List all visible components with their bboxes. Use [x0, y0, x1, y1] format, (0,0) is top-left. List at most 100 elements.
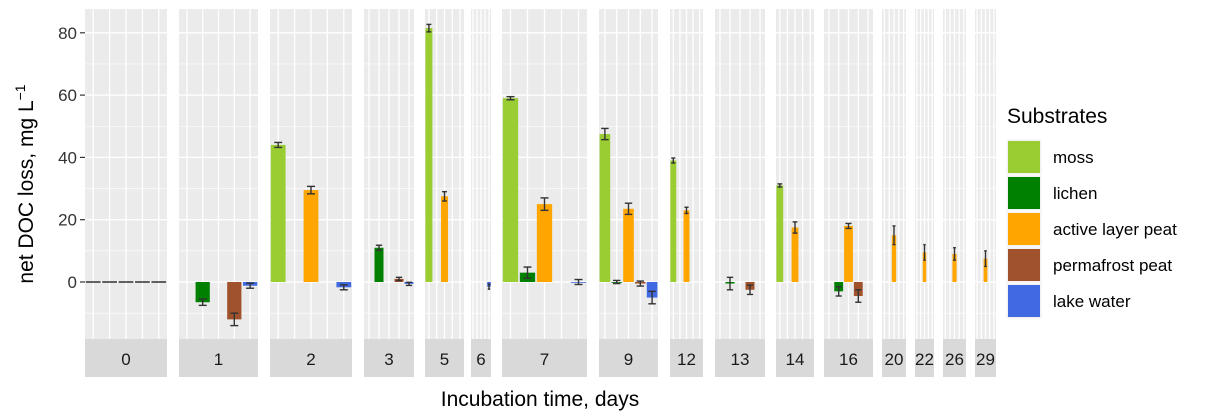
- y-axis-title-superscript: −1: [12, 84, 28, 100]
- legend-item-moss: moss: [1005, 138, 1094, 176]
- bar-moss: [425, 28, 433, 282]
- error-bar: [892, 225, 896, 246]
- error-bar: [746, 284, 754, 296]
- error-bar: [442, 190, 447, 202]
- panel-strip: [270, 339, 352, 377]
- error-bar: [923, 243, 926, 261]
- panel-strip: [975, 339, 996, 377]
- panel-1: 1: [179, 9, 258, 377]
- bar-active-layer-peat: [683, 210, 690, 282]
- error-bar: [601, 127, 609, 141]
- panel-12: 12: [670, 9, 703, 377]
- panel-16: 16: [824, 9, 873, 377]
- error-bar: [395, 276, 403, 282]
- error-bar: [777, 183, 783, 188]
- panel-9: 9: [599, 9, 658, 377]
- error-bar: [792, 221, 798, 234]
- error-bar: [624, 202, 633, 216]
- error-bar: [636, 280, 645, 287]
- panel-strip: [943, 339, 966, 377]
- strip-label-day-13: 13: [731, 350, 750, 369]
- strip-label-day-7: 7: [540, 350, 549, 369]
- y-axis: 0 20 40 60 80: [58, 24, 85, 292]
- bar-moss: [599, 134, 611, 282]
- x-axis-title: Incubation time, days: [441, 388, 639, 411]
- panels-layer: 0 1 2 3 5 6 7 9 12 13 14 16 20 22 26 29: [85, 9, 996, 377]
- bar-active-layer-peat: [303, 190, 319, 282]
- panel-22: 22: [915, 9, 934, 377]
- y-tick-label: 60: [58, 86, 77, 105]
- panel-0: 0: [85, 9, 167, 377]
- strip-label-day-6: 6: [476, 350, 485, 369]
- strip-label-day-2: 2: [306, 350, 315, 369]
- bar-active-layer-peat: [922, 252, 927, 282]
- bar-active-layer-peat: [952, 253, 957, 282]
- panel-strip: [85, 339, 167, 377]
- strip-label-day-5: 5: [440, 350, 449, 369]
- bar-lichen: [195, 282, 210, 303]
- bar-active-layer-peat: [536, 204, 553, 282]
- panel-strip: [882, 339, 906, 377]
- panel-strip: [599, 339, 658, 377]
- panel-strip: [179, 339, 258, 377]
- strip-label-day-14: 14: [786, 350, 805, 369]
- y-tick-label: 20: [58, 211, 77, 230]
- strip-label-day-16: 16: [839, 350, 858, 369]
- error-bar: [426, 23, 432, 33]
- error-bar: [835, 285, 842, 297]
- panel-strip: [502, 339, 587, 377]
- error-bar: [375, 244, 383, 251]
- legend-swatch: [1008, 213, 1040, 245]
- bar-active-layer-peat: [983, 258, 988, 282]
- panel-strip: [915, 339, 934, 377]
- error-bar: [855, 289, 862, 303]
- y-tick-label: 0: [68, 273, 77, 292]
- strip-label-day-20: 20: [885, 350, 904, 369]
- error-bar: [671, 157, 676, 164]
- error-bar: [274, 141, 283, 149]
- bar-permafrost-peat: [853, 282, 863, 297]
- panel-20: 20: [882, 9, 906, 377]
- strip-label-day-22: 22: [915, 350, 934, 369]
- legend-swatch: [1008, 141, 1040, 173]
- legend-label: lichen: [1053, 184, 1097, 203]
- strip-label-day-26: 26: [945, 350, 964, 369]
- y-axis-title-text: net DOC loss, mg L: [15, 100, 38, 283]
- strip-label-day-3: 3: [384, 350, 393, 369]
- bar-moss: [670, 160, 677, 282]
- legend-label: lake water: [1053, 292, 1131, 311]
- y-tick-label: 80: [58, 24, 77, 43]
- legend: Substrates moss lichen active layer peat pe…: [1005, 105, 1177, 320]
- strip-label-day-1: 1: [214, 350, 223, 369]
- error-bar: [726, 276, 734, 291]
- bar-active-layer-peat: [623, 208, 634, 282]
- error-bar: [246, 282, 255, 289]
- panel-7: 7: [502, 9, 587, 377]
- bar-lichen: [374, 247, 384, 282]
- y-tick-label: 40: [58, 148, 77, 167]
- error-bar: [953, 247, 956, 261]
- legend-label: moss: [1053, 148, 1094, 167]
- error-bar: [984, 250, 987, 268]
- panel-14: 14: [776, 9, 814, 377]
- error-bar: [405, 281, 413, 287]
- panel-2: 2: [270, 9, 352, 377]
- panel-strip: [670, 339, 703, 377]
- panel-strip: [824, 339, 873, 377]
- legend-item-permafrost-peat: permafrost peat: [1005, 246, 1172, 284]
- panel-strip: [776, 339, 814, 377]
- error-bar: [540, 197, 549, 212]
- bar-active-layer-peat: [791, 227, 799, 282]
- legend-swatch: [1008, 177, 1040, 209]
- error-bar: [612, 279, 621, 285]
- error-bar: [574, 278, 583, 286]
- bar-permafrost-peat: [227, 282, 242, 320]
- error-bar: [506, 95, 515, 101]
- strip-label-day-29: 29: [976, 350, 995, 369]
- legend-label: permafrost peat: [1053, 256, 1172, 275]
- legend-swatch: [1008, 249, 1040, 281]
- error-bar: [648, 290, 656, 305]
- strip-label-day-9: 9: [624, 350, 633, 369]
- bar-lake-water: [646, 282, 658, 298]
- panel-26: 26: [943, 9, 966, 377]
